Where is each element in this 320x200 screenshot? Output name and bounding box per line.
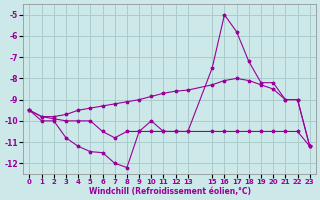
X-axis label: Windchill (Refroidissement éolien,°C): Windchill (Refroidissement éolien,°C) — [89, 187, 251, 196]
